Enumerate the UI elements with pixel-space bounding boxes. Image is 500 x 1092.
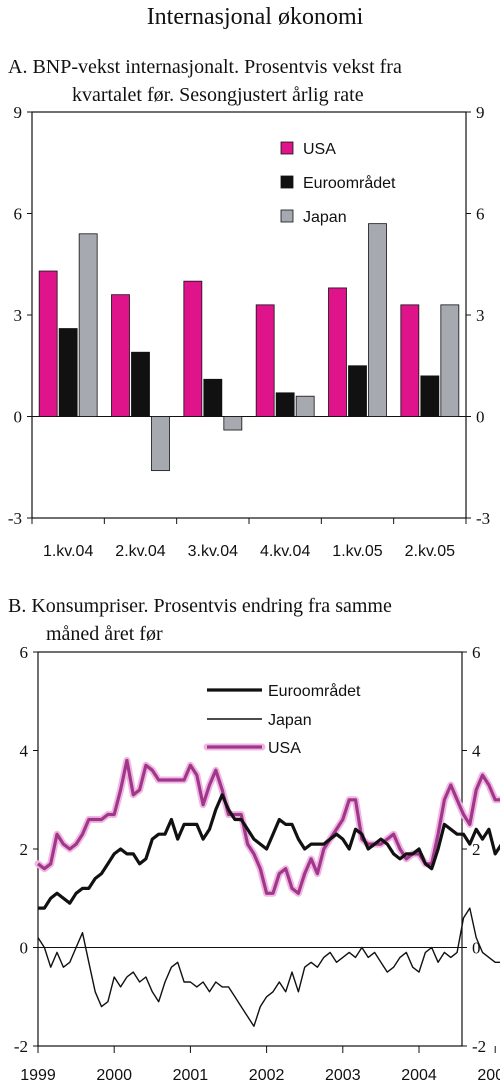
bar-japan-2-kv-05 bbox=[440, 304, 460, 417]
y-tick-label-left: 0 bbox=[20, 939, 29, 958]
x-tick-label: 2002 bbox=[249, 1067, 285, 1084]
bar-usa-2-kv-04 bbox=[111, 294, 130, 417]
series-line-euroomr-det bbox=[38, 793, 500, 910]
bar-euroomr-det-2-kv-05 bbox=[420, 375, 440, 417]
legend-label-euroomr-det: Euroområdet bbox=[268, 682, 361, 700]
y-tick-label-right: 2 bbox=[472, 840, 481, 859]
chart-a-title-line2: kvartalet før. Sesongjustert årlig rate bbox=[72, 84, 364, 106]
legend-swatch-euroomr-det bbox=[280, 175, 294, 189]
page-title: Internasjonal økonomi bbox=[147, 4, 364, 30]
series-line-usa-halo bbox=[34, 756, 500, 897]
bar-euroomr-det-3-kv-04 bbox=[203, 378, 223, 417]
y-tick-label-left: 6 bbox=[20, 643, 29, 662]
y-tick-label-right: -3 bbox=[476, 509, 490, 528]
x-tick-label: 2.kv.05 bbox=[405, 543, 456, 560]
x-tick-label: 2004 bbox=[401, 1067, 437, 1084]
bar-japan-1-kv-05 bbox=[368, 223, 387, 417]
bar-japan-4-kv-04 bbox=[295, 395, 315, 417]
y-tick-label-left: -3 bbox=[8, 509, 22, 528]
x-tick-label: 2003 bbox=[325, 1067, 361, 1084]
y-tick-label-left: 2 bbox=[20, 840, 29, 859]
legend-label-usa: USA bbox=[268, 740, 301, 757]
bar-japan-1-kv-04 bbox=[78, 233, 98, 417]
legend-label-usa: USA bbox=[303, 141, 336, 158]
y-tick-label-right: 4 bbox=[472, 742, 481, 761]
bar-euroomr-det-2-kv-04 bbox=[131, 351, 150, 417]
legend-label-euroomr-det: Euroområdet bbox=[303, 174, 396, 192]
bar-usa-1-kv-04 bbox=[38, 270, 58, 417]
chart-b-legend: Euroområdet Japan USA bbox=[203, 682, 361, 757]
bar-japan-3-kv-04 bbox=[223, 416, 243, 431]
y-tick-label-right: 9 bbox=[476, 103, 485, 122]
legend-label-japan: Japan bbox=[303, 209, 347, 226]
x-tick-label: 1.kv.04 bbox=[43, 543, 94, 560]
bar-euroomr-det-1-kv-05 bbox=[348, 365, 367, 417]
bar-euroomr-det-4-kv-04 bbox=[275, 392, 295, 417]
y-tick-label-right: 6 bbox=[476, 205, 485, 224]
series-line-japan bbox=[37, 907, 500, 1028]
x-tick-label: 2000 bbox=[96, 1067, 132, 1084]
x-tick-label: 2001 bbox=[173, 1067, 209, 1084]
chart-b: B. Konsumpriser. Prosentvis endring fra … bbox=[8, 595, 500, 1084]
x-tick-label: 4.kv.04 bbox=[260, 543, 311, 560]
y-tick-label-left: 0 bbox=[14, 408, 23, 427]
y-tick-label-left: 9 bbox=[14, 103, 23, 122]
bar-usa-4-kv-04 bbox=[255, 304, 275, 417]
y-tick-label-right: 3 bbox=[476, 306, 485, 325]
chart-a: A. BNP-vekst internasjonalt. Prosentvis … bbox=[8, 56, 490, 560]
x-tick-label: 2.kv.04 bbox=[115, 543, 166, 560]
bar-euroomr-det-1-kv-04 bbox=[58, 328, 78, 417]
series-line-usa bbox=[37, 758, 500, 895]
bar-usa-3-kv-04 bbox=[183, 280, 203, 417]
x-tick-label: 1.kv.05 bbox=[332, 543, 383, 560]
legend-swatch-japan bbox=[280, 209, 294, 223]
chart-a-axes: -3 -3 0 0 3 3 6 6 9 9 1.kv.04 2.kv.04 3.kv.04 4.kv.04… bbox=[8, 103, 490, 560]
y-tick-label-left: -2 bbox=[14, 1037, 28, 1056]
legend-label-japan: Japan bbox=[268, 712, 312, 729]
bar-japan-2-kv-04 bbox=[151, 416, 170, 472]
y-tick-label-right: 0 bbox=[476, 408, 485, 427]
chart-a-legend: USA Euroområdet Japan bbox=[280, 141, 396, 226]
y-tick-label-left: 6 bbox=[14, 205, 23, 224]
chart-b-lines bbox=[34, 756, 500, 1028]
legend-swatch-usa bbox=[280, 141, 294, 155]
chart-b-title-line1: B. Konsumpriser. Prosentvis endring fra … bbox=[8, 595, 392, 617]
y-tick-label-right: 0 bbox=[472, 939, 481, 958]
chart-a-title-line1: A. BNP-vekst internasjonalt. Prosentvis … bbox=[8, 56, 402, 78]
y-tick-label-right: -2 bbox=[472, 1037, 486, 1056]
y-tick-label-right: 6 bbox=[472, 643, 481, 662]
chart-b-axes: -2 -2 0 0 2 2 4 4 6 6 1999 2000 2001 2002 2003 2004 2005 bbox=[14, 643, 500, 1084]
bar-usa-2-kv-05 bbox=[400, 304, 420, 417]
x-tick-label: 1999 bbox=[20, 1067, 56, 1084]
y-tick-label-left: 3 bbox=[14, 306, 23, 325]
y-tick-label-left: 4 bbox=[20, 742, 29, 761]
chart-a-bars bbox=[38, 223, 460, 472]
x-tick-label: 2005 bbox=[477, 1067, 500, 1084]
bar-usa-1-kv-05 bbox=[328, 287, 347, 417]
chart-b-title-line2: måned året før bbox=[46, 623, 163, 645]
x-tick-label: 3.kv.04 bbox=[188, 543, 239, 560]
